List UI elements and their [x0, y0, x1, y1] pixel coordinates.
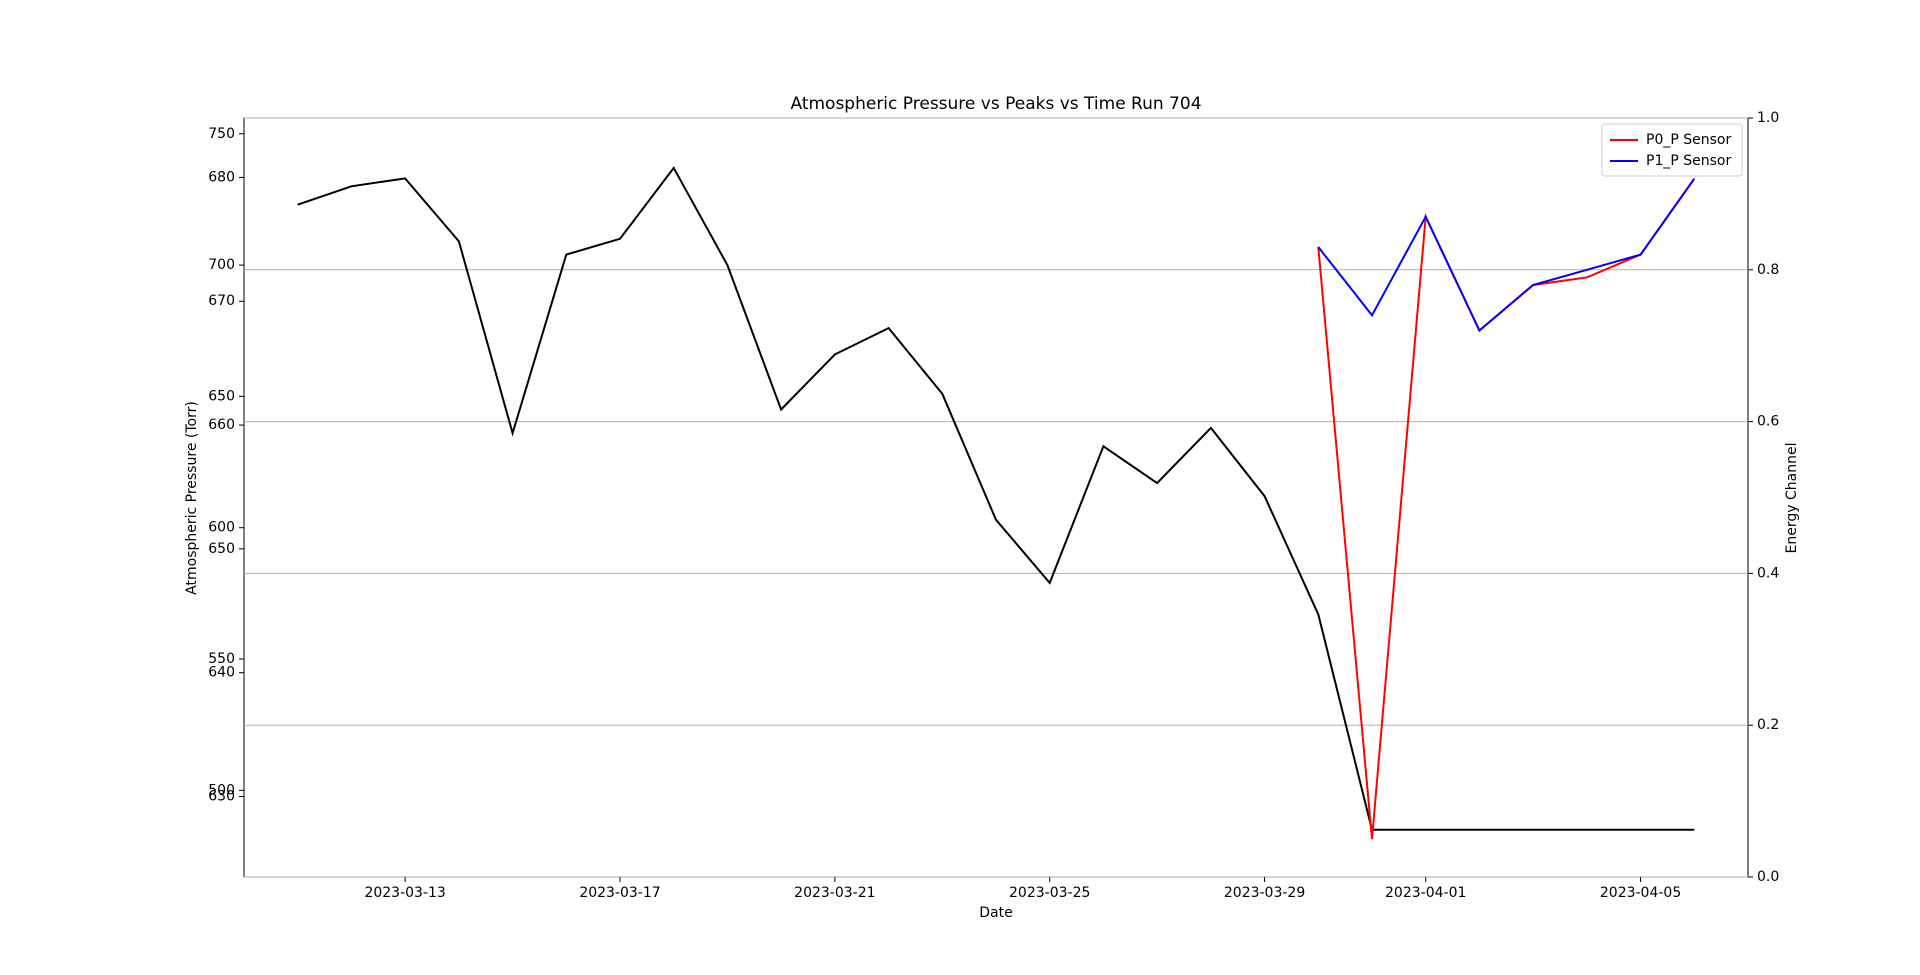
y-tick-label: 680 [208, 169, 235, 185]
legend-box [1601, 123, 1743, 177]
y2-tick-label: 0.2 [1757, 717, 1779, 733]
y-tick-label: 630 [208, 789, 235, 805]
y2-tick-label: 1.0 [1757, 110, 1779, 126]
y2-tick-label: 0.8 [1757, 262, 1779, 278]
x-tick-label: 2023-03-25 [1009, 885, 1090, 901]
y-tick-label: 700 [208, 257, 235, 273]
legend-label: P1_P Sensor [1646, 153, 1731, 169]
y-tick-label: 500 [208, 782, 235, 798]
y2-tick-label: 0.4 [1757, 565, 1779, 581]
legend-label: P0_P Sensor [1646, 132, 1731, 148]
x-tick-label: 2023-03-13 [364, 885, 445, 901]
y-tick-label: 750 [208, 126, 235, 142]
x-axis-label: Date [979, 905, 1012, 921]
y-tick-label: 660 [208, 417, 235, 433]
y2-tick-label: 0.0 [1757, 869, 1779, 885]
series-line [1317, 178, 1696, 840]
x-tick-label: 2023-03-17 [579, 885, 660, 901]
chart-title: Atmospheric Pressure vs Peaks vs Time Ru… [790, 94, 1201, 114]
x-tick-label: 2023-04-05 [1600, 885, 1681, 901]
y-tick-label: 550 [208, 651, 235, 667]
y-tick-label: 600 [208, 520, 235, 536]
y-axis-label: Atmospheric Pressure (Torr) [184, 401, 200, 595]
plot-frame [243, 117, 1749, 878]
x-tick-label: 2023-04-01 [1385, 885, 1466, 901]
y-tick-label: 650 [208, 541, 235, 557]
y-tick-label: 670 [208, 293, 235, 309]
y-tick-label: 650 [208, 388, 235, 404]
series-line [1317, 178, 1696, 333]
series-line [297, 166, 1695, 831]
y2-tick-label: 0.6 [1757, 414, 1779, 430]
y2-axis-label: Energy Channel [1784, 443, 1800, 554]
x-tick-label: 2023-03-29 [1224, 885, 1305, 901]
x-tick-label: 2023-03-21 [794, 885, 875, 901]
y-tick-label: 640 [208, 665, 235, 681]
